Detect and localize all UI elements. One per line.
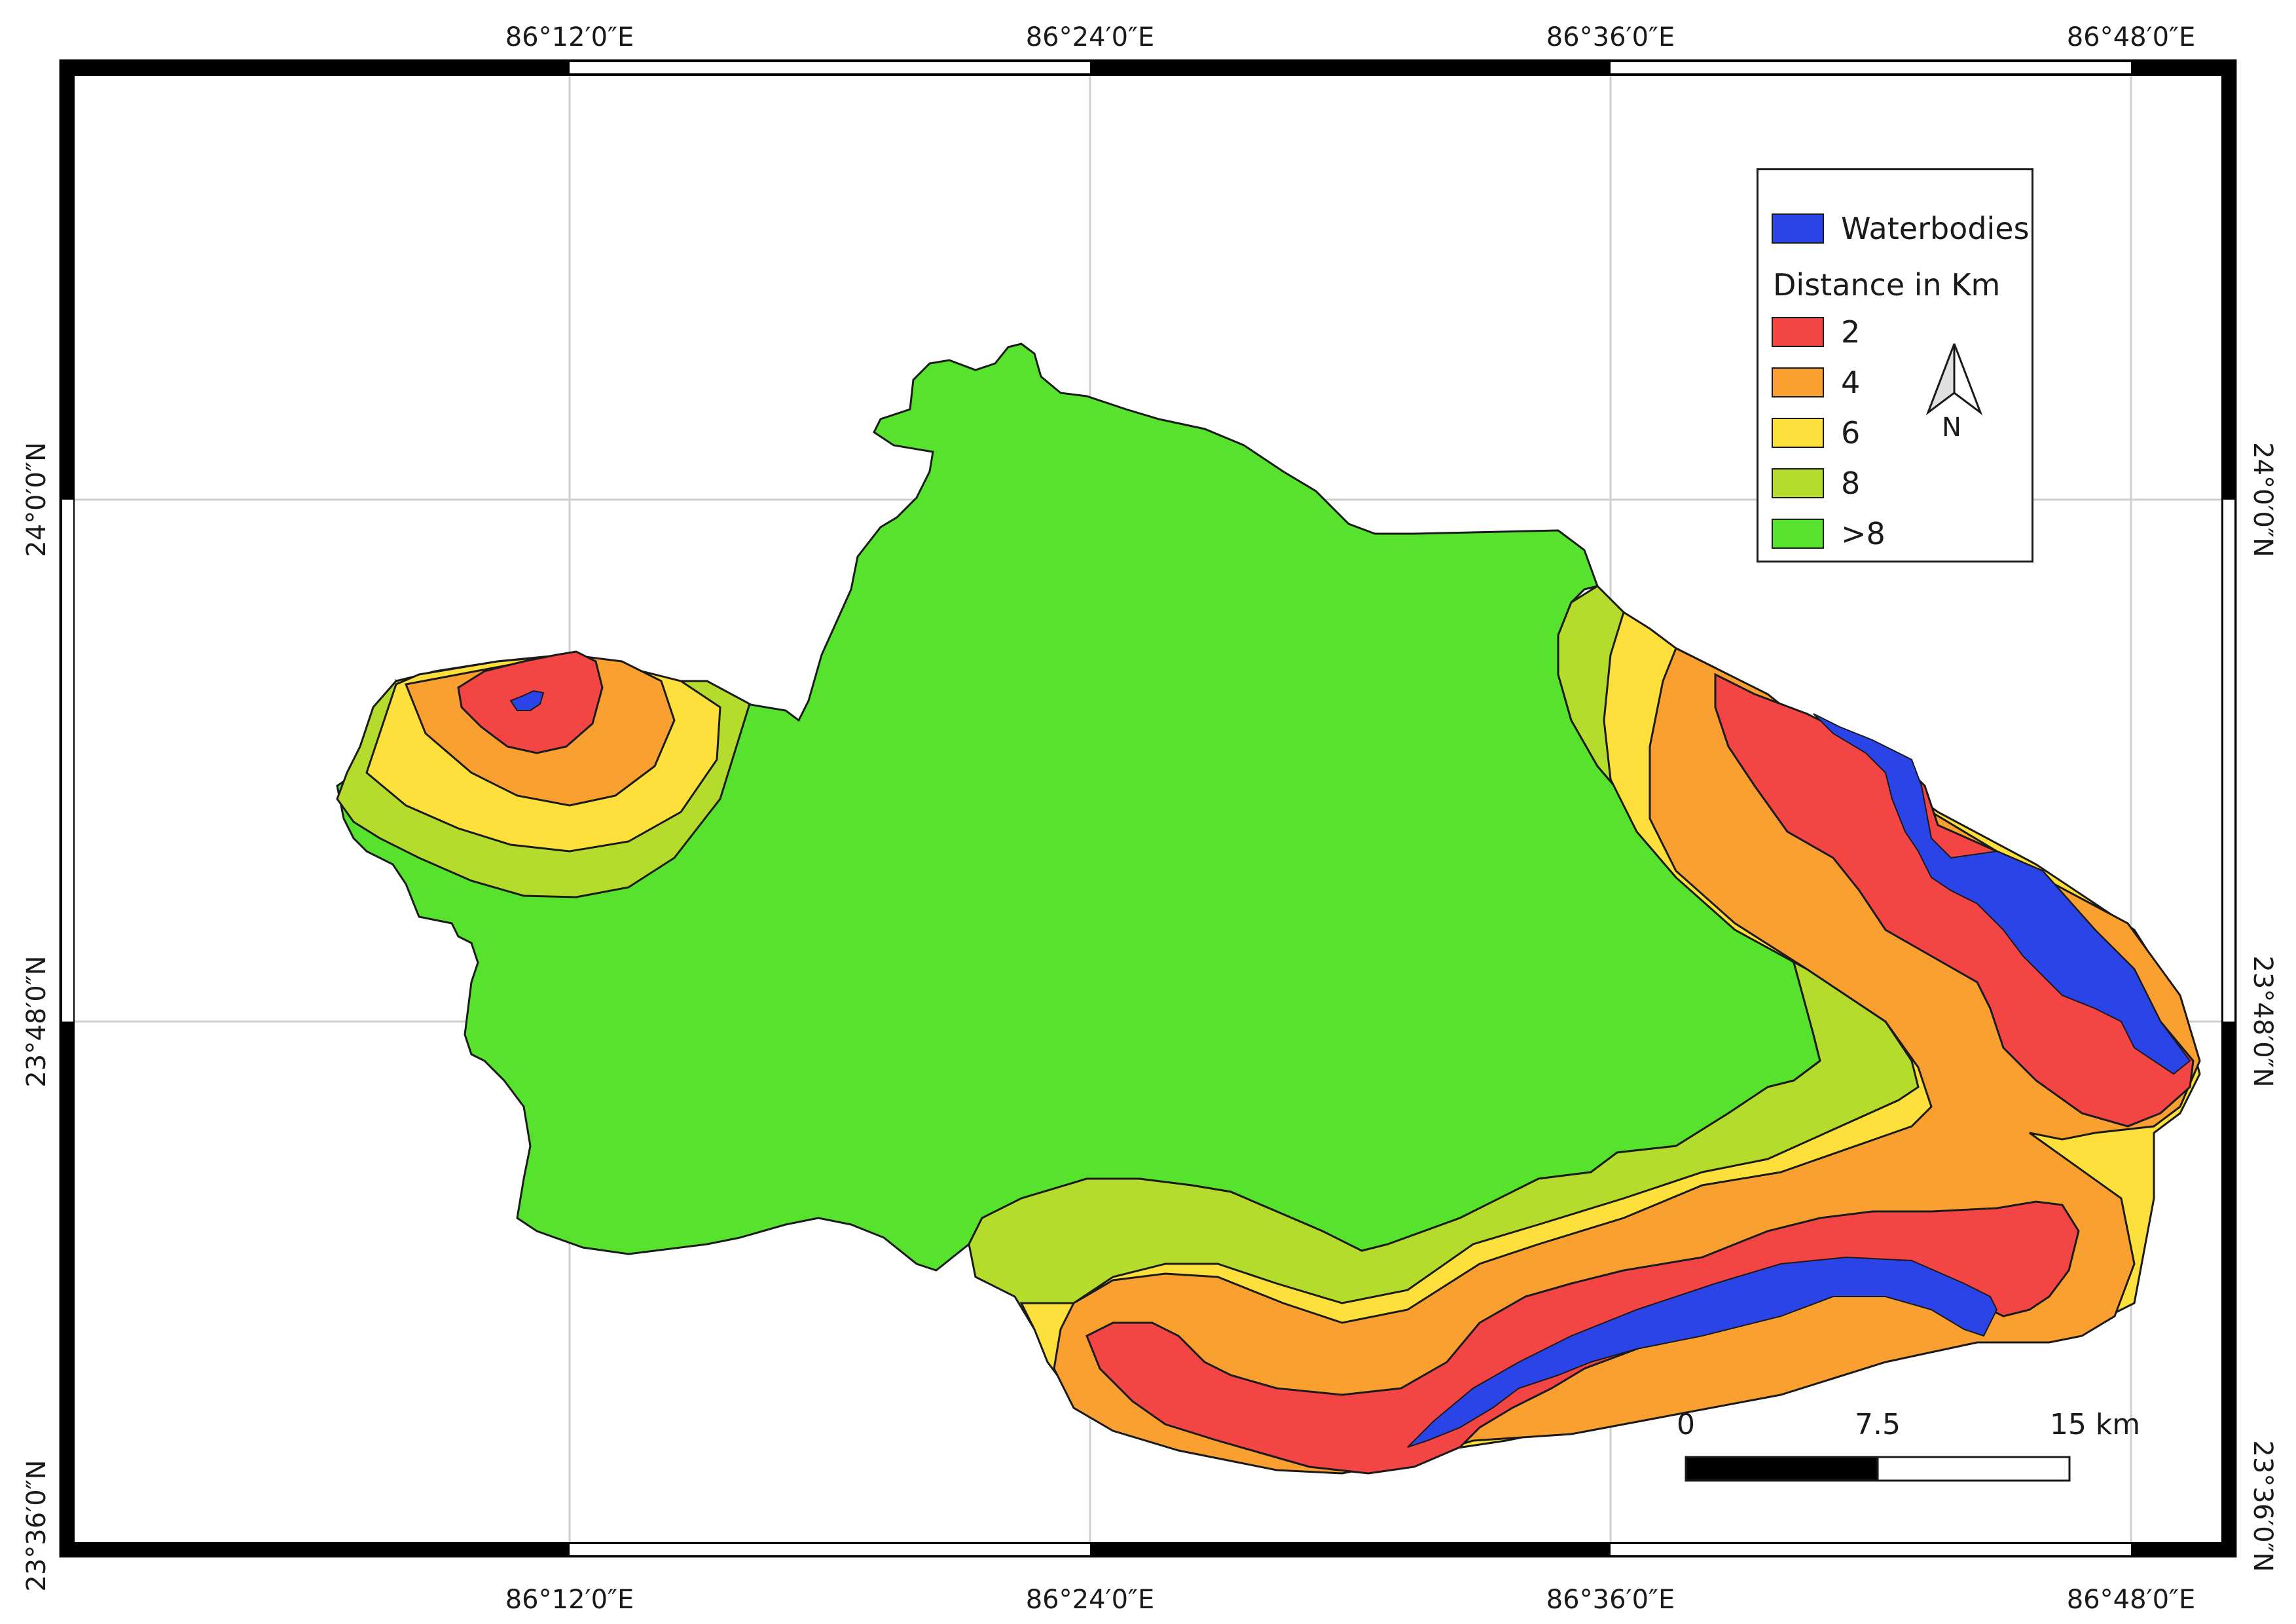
lon-label-top-1: 86°12′0″E [505, 22, 634, 52]
legend-swatch-6 [1772, 418, 1824, 448]
lon-label-top-2: 86°24′0″E [1025, 22, 1155, 52]
lat-label-right-2: 23°48′0″N [2248, 955, 2278, 1088]
lon-label-top-4: 86°48′0″E [2066, 22, 2196, 52]
legend-swatch-4 [1772, 367, 1824, 397]
legend-label-waterbodies: Waterbodies [1841, 211, 2030, 246]
legend-item-gt8: >8 [1772, 516, 1886, 551]
scale-label-7-5: 7.5 [1855, 1408, 1901, 1441]
legend-heading: Distance in Km [1773, 267, 2001, 303]
map-frame [59, 59, 2237, 1558]
legend-label-2: 2 [1841, 314, 1861, 350]
scale-label-0: 0 [1677, 1408, 1695, 1441]
legend-swatch-waterbodies [1772, 213, 1824, 244]
north-arrow-icon [1925, 343, 1983, 416]
lon-label-top-3: 86°36′0″E [1546, 22, 1675, 52]
reservoir-east [1813, 713, 2191, 1075]
lat-label-right-1: 24°0′0″N [2248, 442, 2278, 557]
lat-label-left-2: 23°48′0″N [22, 955, 52, 1088]
legend-label-gt8: >8 [1841, 516, 1886, 551]
lon-label-bottom-1: 86°12′0″E [505, 1585, 634, 1615]
legend-swatch-gt8 [1772, 519, 1824, 549]
lat-label-left-3: 23°36′0″N [22, 1460, 52, 1592]
legend-item-4: 4 [1772, 365, 1860, 400]
legend-item-6: 6 [1772, 415, 1860, 451]
lon-label-bottom-3: 86°36′0″E [1546, 1585, 1675, 1615]
lat-label-right-3: 23°36′0″N [2248, 1440, 2278, 1572]
scale-bar-segment-2 [1876, 1456, 2071, 1482]
scale-bar-graphic [1685, 1456, 2071, 1482]
legend-label-4: 4 [1841, 365, 1861, 400]
lat-label-left-1: 24°0′0″N [22, 442, 52, 557]
scale-label-15: 15 km [2049, 1408, 2141, 1441]
legend-item-8: 8 [1772, 466, 1860, 501]
reservoir-south [1407, 1256, 1998, 1448]
small-lake [509, 690, 545, 711]
lon-label-bottom-4: 86°48′0″E [2066, 1585, 2196, 1615]
scale-bar-segment-1 [1685, 1456, 1879, 1482]
map-legend: Waterbodies Distance in Km 2 4 6 8 >8 [1757, 168, 2033, 563]
legend-item-2: 2 [1772, 314, 1860, 350]
legend-label-8: 8 [1841, 466, 1861, 501]
legend-item-waterbodies: Waterbodies [1772, 211, 2030, 246]
legend-label-6: 6 [1841, 415, 1861, 451]
north-arrow-label: N [1942, 413, 1961, 443]
lon-label-bottom-2: 86°24′0″E [1025, 1585, 1155, 1615]
legend-swatch-8 [1772, 468, 1824, 498]
legend-swatch-2 [1772, 317, 1824, 347]
